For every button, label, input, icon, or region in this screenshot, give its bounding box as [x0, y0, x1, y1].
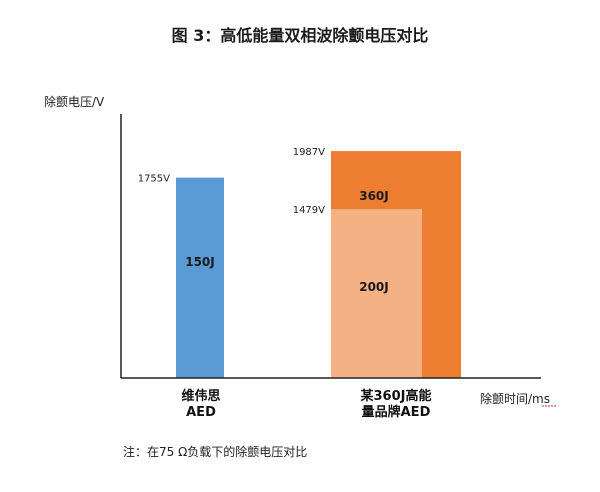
value-label-1987V: 1987V [293, 147, 325, 158]
y-axis-title: 除颤电压/V [44, 94, 105, 109]
category-label-1-line-0: 某360J高能 [360, 388, 432, 404]
x-axis-title: 除颤时间/ms [480, 391, 550, 406]
category-label-0-line-0: 维伟思 [181, 388, 220, 404]
bar-150J [176, 177, 224, 378]
energy-label-200J: 200J [359, 280, 389, 294]
chart-title: 图 3：高低能量双相波除颤电压对比 [171, 26, 429, 45]
value-label-1755V: 1755V [138, 174, 170, 185]
value-label-1479V: 1479V [293, 205, 325, 216]
bar-200J [331, 209, 422, 378]
bars-layer [176, 151, 461, 378]
category-label-0-line-1: AED [186, 405, 216, 420]
category-label-1-line-1: 量品牌AED [362, 404, 431, 420]
energy-label-360J: 360J [359, 189, 389, 203]
energy-label-150J: 150J [185, 255, 215, 269]
chart-footnote: 注：在75 Ω负载下的除颤电压对比 [123, 445, 308, 459]
